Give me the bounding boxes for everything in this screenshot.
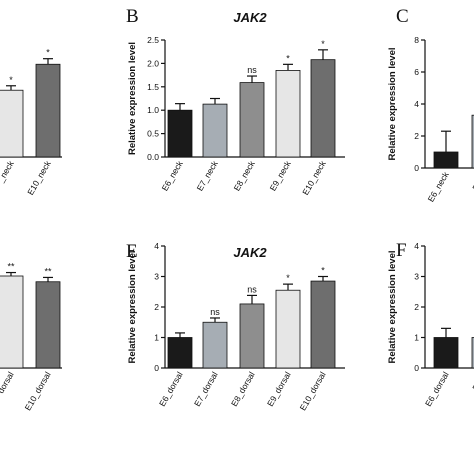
panel-letter-e: E [126,241,138,262]
significance-label: ns [210,307,220,317]
panel-letter-b: B [126,6,139,27]
significance-label: * [321,39,325,49]
bar [310,59,336,158]
bar [239,82,265,158]
bar [239,303,265,369]
y-tick-label: 4 [414,241,419,251]
y-axis-label: Relative expression level [387,47,398,160]
chart-5: 0 1 2 3 4 Relative expression level E6_dorsal E… [387,241,474,408]
bar [471,337,474,369]
y-tick-label: 0.5 [147,129,159,139]
significance-label: ns [247,284,257,294]
bar [0,89,24,158]
bar [275,289,301,369]
category-label: E8_neck [232,158,258,192]
bar [167,109,193,158]
category-label: E10_dorsal [23,370,53,412]
bar [35,63,61,158]
y-tick-label: 4 [414,99,419,109]
charts-layer: * _neck * E10_neck 0.0 0.5 1.0 1.5 2.0 2.5 Relativ… [0,35,474,412]
y-tick-label: 8 [414,35,419,45]
category-label: _neck [0,158,16,184]
category-label: E7_d [470,370,474,392]
category-label: E10_neck [25,158,53,196]
bar [310,280,336,369]
significance-label: ** [7,262,15,272]
bar [433,151,459,169]
category-label: E10_neck [300,158,328,196]
significance-label: * [9,75,13,85]
category-label: E7_dorsal [192,370,220,408]
chart-1: 0.0 0.5 1.0 1.5 2.0 2.5 Relative expression le… [127,35,345,197]
significance-label: * [286,53,290,63]
bar [35,281,61,369]
chart-2: 0 2 4 6 8 Relative expression level E6_neck E7_… [387,35,474,204]
y-tick-label: 4 [154,241,159,251]
y-tick-label: 1.5 [147,82,159,92]
chart-4: 0 1 2 3 4 Relative expression level E6_dorsal n… [127,241,345,412]
y-tick-label: 2.5 [147,35,159,45]
chart-title-b: JAK2 [233,10,267,25]
bar [275,70,301,158]
chart-title-e: JAK2 [233,245,267,260]
y-tick-label: 1.0 [147,105,159,115]
y-tick-label: 1 [414,333,419,343]
y-tick-label: 2 [414,302,419,312]
y-axis-label: Relative expression level [127,42,138,155]
category-label: E6_neck [160,158,186,192]
category-label: E7_n [470,170,474,192]
category-label: E9_neck [268,158,294,192]
category-label: E7_neck [195,158,221,192]
y-tick-label: 2.0 [147,58,159,68]
category-label: E6_dorsal [157,370,185,408]
y-tick-label: 0 [414,363,419,373]
y-tick-label: 0 [154,363,159,373]
category-label: E9_dorsal [265,370,293,408]
chart-3: ** dorsal ** E10_dorsal [0,262,62,412]
significance-label: * [286,273,290,283]
bar [202,103,228,158]
panel-letter-c: C [396,6,409,27]
y-axis-label: Relative expression level [387,250,398,363]
significance-label: ns [247,65,257,75]
category-label: dorsal [0,370,16,395]
category-label: E8_dorsal [229,370,257,408]
y-tick-label: 1 [154,333,159,343]
y-axis-label: Relative expression level [127,250,138,363]
panel-letter-f: F [396,240,407,261]
category-label: E10_dorsal [298,370,328,412]
bar [167,337,193,369]
bar [202,321,228,369]
significance-label: * [46,48,50,58]
bar [433,337,459,369]
bar [471,114,474,169]
category-label: E6_dorsal [423,370,451,408]
significance-label: * [321,266,325,276]
y-tick-label: 3 [414,272,419,282]
significance-label: ** [44,266,52,276]
chart-0: * _neck * E10_neck [0,48,62,197]
y-tick-label: 2 [154,302,159,312]
y-tick-label: 3 [154,272,159,282]
y-tick-label: 6 [414,67,419,77]
y-tick-label: 0 [414,163,419,173]
y-tick-label: 0.0 [147,152,159,162]
category-label: E6_neck [426,169,452,203]
bar [0,275,24,369]
y-tick-label: 2 [414,131,419,141]
